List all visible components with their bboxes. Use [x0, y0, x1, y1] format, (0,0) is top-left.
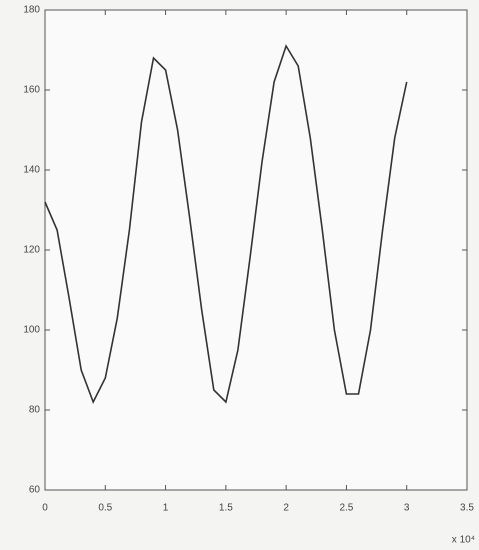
x-tick-label: 1.5	[219, 503, 233, 514]
y-tick-label: 80	[29, 405, 41, 416]
y-tick-label: 100	[23, 325, 40, 336]
y-tick-label: 60	[29, 485, 41, 496]
y-tick-label: 140	[23, 165, 40, 176]
plot-area	[45, 10, 467, 490]
x-tick-label: 0	[42, 503, 48, 514]
chart: x 10⁴ 60 80 100 120 140 160 180 0 0.5 1 1.5 2 2.5 3 3.…	[0, 0, 479, 550]
y-tick-label: 180	[23, 5, 40, 16]
x-tick-label: 0.5	[98, 503, 112, 514]
x-tick-label: 2.5	[339, 503, 353, 514]
page: x 10⁴ 60 80 100 120 140 160 180 0 0.5 1 1.5 2 2.5 3 3.…	[0, 0, 479, 550]
x-tick-label: 3.5	[460, 503, 474, 514]
x-tick-label: 1	[163, 503, 169, 514]
y-tick-label: 120	[23, 245, 40, 256]
x-tick-label: 2	[283, 503, 289, 514]
x-tick-label: 3	[404, 503, 410, 514]
axis-multiplier: x 10⁴	[452, 535, 475, 546]
y-tick-label: 160	[23, 85, 40, 96]
